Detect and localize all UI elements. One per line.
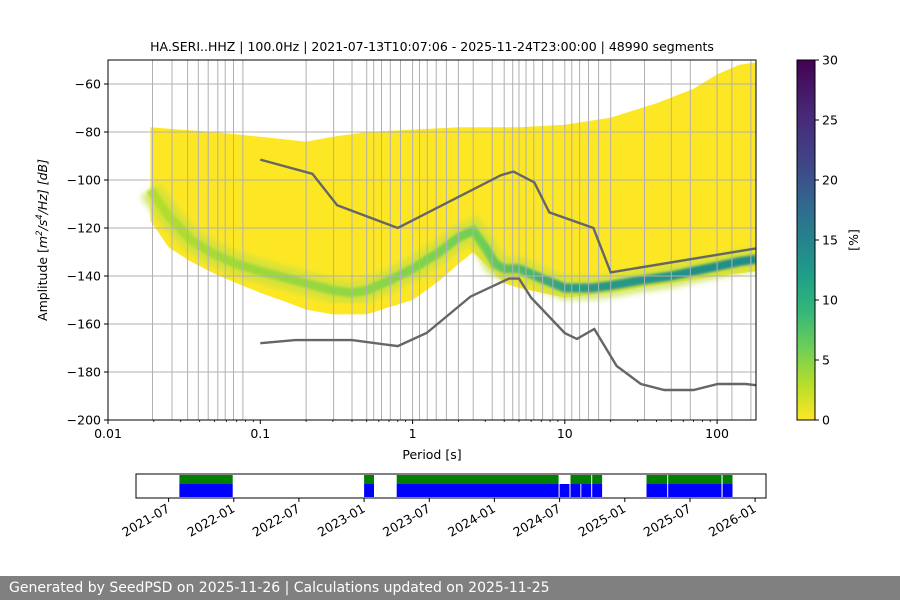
- plot-frame: [107, 59, 757, 421]
- availability-green-segment: [364, 475, 374, 484]
- y-tick-label: −200: [67, 413, 101, 428]
- timeline-ticks: 2021-07 2022-01 2022-07 2023-01 2023-07 2024-…: [119, 498, 759, 540]
- y-tick-label: −60: [75, 77, 101, 92]
- colorbar-tick-label: 0: [822, 413, 830, 428]
- availability-green-segment: [179, 475, 233, 484]
- y-tick-label: −120: [67, 221, 101, 236]
- timeline-tick-label: 2023-07: [380, 501, 433, 540]
- timeline-tick-label: 2025-07: [641, 501, 694, 540]
- timeline-tick-label: 2026-01: [706, 501, 759, 540]
- timeline-tick-label: 2022-07: [250, 501, 303, 540]
- availability-timeline: [179, 475, 733, 497]
- y-axis-label: Amplitude [m2/s4/Hz] [dB]: [35, 159, 50, 321]
- availability-blue-segment: [592, 484, 603, 497]
- x-axis-label: Period [s]: [402, 447, 461, 462]
- colorbar-tick-label: 30: [822, 53, 838, 68]
- availability-blue-segment: [581, 484, 592, 497]
- y-tick-label: −160: [67, 317, 101, 332]
- colorbar-tick-label: 15: [822, 233, 838, 248]
- y-tick-label: −80: [75, 125, 101, 140]
- x-tick-label: 100: [705, 426, 729, 441]
- availability-green-segment: [396, 475, 559, 484]
- availability-green-segment: [570, 475, 592, 484]
- availability-blue-segment: [646, 484, 668, 497]
- availability-green-segment: [646, 475, 668, 484]
- colorbar-label: [%]: [846, 229, 861, 251]
- colorbar-tick-label: 5: [822, 353, 830, 368]
- timeline-tick-label: 2021-07: [119, 501, 172, 540]
- availability-blue-segment: [722, 484, 733, 497]
- low-noise-model-line: [260, 277, 756, 392]
- availability-green-segment: [668, 475, 722, 484]
- availability-green-segment: [722, 475, 733, 484]
- footer-text: Generated by SeedPSD on 2025-11-26 | Cal…: [9, 580, 550, 596]
- availability-green-segment: [592, 475, 603, 484]
- density-envelope: [150, 62, 756, 315]
- x-tick-label: 1: [409, 426, 417, 441]
- density-mode-band: [146, 187, 756, 298]
- footer-banner: Generated by SeedPSD on 2025-11-26 | Cal…: [0, 576, 900, 600]
- colorbar: [796, 59, 816, 421]
- colorbar-tick-label: 10: [822, 293, 838, 308]
- timeline-tick-label: 2025-01: [576, 501, 629, 540]
- period-gridlines: [152, 60, 752, 420]
- y-tick-label: −180: [67, 365, 101, 380]
- colorbar-tick-label: 20: [822, 173, 838, 188]
- colorbar-ticks: 0 5 10 15 20 25 30: [815, 53, 838, 428]
- y-tick-label: −100: [67, 173, 101, 188]
- high-noise-model-line: [259, 158, 756, 274]
- timeline-tick-label: 2024-01: [445, 501, 498, 540]
- y-axis-ticks: −200 −180 −160 −140 −120 −100 −80 −60: [67, 77, 108, 428]
- availability-blue-segment: [559, 484, 570, 497]
- availability-blue-segment: [364, 484, 374, 497]
- availability-blue-segment: [179, 484, 233, 497]
- psd-plot: [108, 60, 756, 420]
- timeline-tick-label: 2024-07: [510, 501, 563, 540]
- x-tick-label: 0.01: [94, 426, 122, 441]
- colorbar-tick-label: 25: [822, 113, 838, 128]
- y-tick-label: −140: [67, 269, 101, 284]
- x-tick-label: 10: [557, 426, 573, 441]
- x-tick-label: 0.1: [250, 426, 270, 441]
- timeline-tick-label: 2023-01: [315, 501, 368, 540]
- timeline-tick-label: 2022-01: [185, 501, 238, 540]
- availability-blue-segment: [668, 484, 722, 497]
- chart-title: HA.SERI..HHZ | 100.0Hz | 2021-07-13T10:0…: [150, 39, 714, 54]
- x-axis-ticks: 0.01 0.1 1 10 100: [94, 420, 729, 441]
- availability-blue-segment: [396, 484, 559, 497]
- timeline-frame: [135, 473, 767, 499]
- amplitude-gridlines: [108, 83, 756, 420]
- availability-blue-segment: [570, 484, 581, 497]
